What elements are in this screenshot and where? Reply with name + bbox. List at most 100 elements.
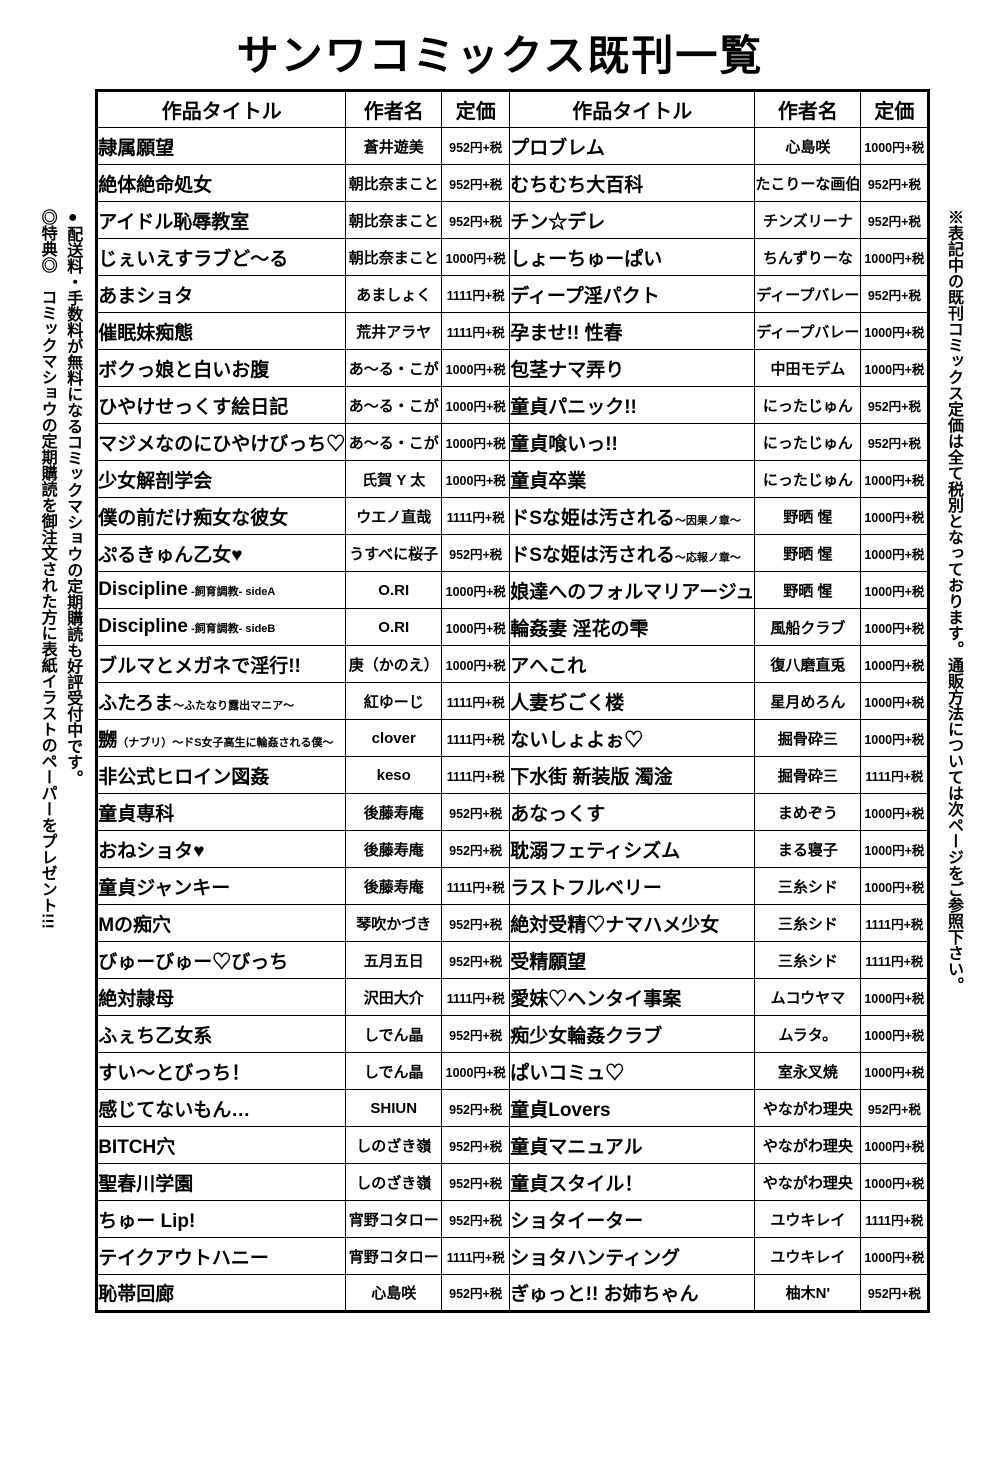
cell-price: 1000円+税 — [861, 128, 929, 165]
cell-title: 童貞喰いっ!! — [510, 424, 755, 461]
table-row: Mの痴穴琴吹かづき952円+税絶対受精♡ナマハメ少女三糸シド1111円+税 — [97, 905, 929, 942]
table-body: 隷属願望蒼井遊美952円+税プロブレム心島咲1000円+税絶体絶命処女朝比奈まこ… — [97, 128, 929, 1312]
cell-price: 1000円+税 — [861, 1053, 929, 1090]
cell-price: 1000円+税 — [442, 424, 510, 461]
cell-author: たこりーな画伯 — [755, 165, 861, 202]
cell-author: ムラタ。 — [755, 1016, 861, 1053]
cell-author: 蒼井遊美 — [346, 128, 442, 165]
cell-author: 後藤寿庵 — [346, 868, 442, 905]
cell-title: ないしょよぉ♡ — [510, 720, 755, 757]
cell-title: 嬲（ナブリ）～ドS女子高生に輪姦される僕～ — [97, 720, 346, 757]
cell-price: 1000円+税 — [442, 350, 510, 387]
cell-title: 娘達へのフォルマリアージュ — [510, 572, 755, 609]
title-main: ショタハンティング — [510, 1248, 680, 1269]
title-main: ないしょよぉ♡ — [510, 730, 643, 751]
cell-price: 952円+税 — [442, 1201, 510, 1238]
cell-author: しのざき嶺 — [346, 1127, 442, 1164]
title-main: ボクっ娘と白いお腹 — [98, 360, 269, 381]
cell-author: 宵野コタロー — [346, 1201, 442, 1238]
table-row: ブルマとメガネで淫行!!庚（かのえ）1000円+税アへこれ復八磨直兎1000円+… — [97, 646, 929, 683]
title-sub: -飼育調教- sideB — [188, 623, 275, 635]
cell-title: ひやけせっくす絵日記 — [97, 387, 346, 424]
title-main: ドSな姫は汚される — [510, 545, 675, 566]
title-main: 絶対受精♡ナマハメ少女 — [510, 915, 719, 936]
cell-author: 三糸シド — [755, 942, 861, 979]
cell-author: 琴吹かづき — [346, 905, 442, 942]
cell-title: びゅーびゅー♡びっち — [97, 942, 346, 979]
cell-author: やながわ理央 — [755, 1090, 861, 1127]
cell-author: 朝比奈まこと — [346, 239, 442, 276]
cell-price: 1000円+税 — [861, 831, 929, 868]
cell-title: 催眠妹痴態 — [97, 313, 346, 350]
title-main: 童貞ジャンキー — [98, 878, 230, 899]
title-main: じぇいえすラブど～る — [98, 249, 288, 270]
cell-title: ぷるきゅん乙女♥ — [97, 535, 346, 572]
table-row: すい～とびっち！しでん晶1000円+税ぱいコミュ♡室永叉焼1000円+税 — [97, 1053, 929, 1090]
cell-title: ラストフルベリー — [510, 868, 755, 905]
title-main: 僕の前だけ痴女な彼女 — [98, 508, 288, 529]
cell-title: あまショタ — [97, 276, 346, 313]
table-row: Discipline -飼育調教- sideAO.RI1000円+税娘達へのフォ… — [97, 572, 929, 609]
cell-author: 中田モデム — [755, 350, 861, 387]
cell-title: 恥帯回廊 — [97, 1275, 346, 1312]
cell-title: 童貞卒業 — [510, 461, 755, 498]
cell-author: 三糸シド — [755, 868, 861, 905]
side-left-line1: ●配送料・手数料が無料になるコミックマショウの定期購読も好評受付中です。 — [60, 209, 86, 929]
title-main: ふぇち乙女系 — [98, 1026, 212, 1047]
cell-price: 1111円+税 — [442, 720, 510, 757]
cell-title: 童貞専科 — [97, 794, 346, 831]
cell-author: にったじゅん — [755, 461, 861, 498]
cell-title: プロブレム — [510, 128, 755, 165]
cell-title: ドSな姫は汚される～応報ノ章～ — [510, 535, 755, 572]
cell-price: 952円+税 — [442, 1016, 510, 1053]
cell-title: ぎゅっと!! お姉ちゃん — [510, 1275, 755, 1312]
cell-author: 星月めろん — [755, 683, 861, 720]
table-row: 催眠妹痴態荒井アラヤ1111円+税孕ませ!! 性春ディープバレー1000円+税 — [97, 313, 929, 350]
side-left-line2: ◎特典◎ コミックマショウの定期購読を御注文された方に表紙イラストのペーパーをプ… — [34, 209, 60, 929]
cell-author: ユウキレイ — [755, 1201, 861, 1238]
table-header-row: 作品タイトル 作者名 定価 作品タイトル 作者名 定価 — [97, 91, 929, 128]
cell-price: 952円+税 — [861, 202, 929, 239]
table-row: 少女解剖学会氏賀 Y 太1000円+税童貞卒業にったじゅん1000円+税 — [97, 461, 929, 498]
title-main: むちむち大百科 — [510, 175, 643, 196]
title-main: 恥帯回廊 — [98, 1284, 174, 1305]
cell-price: 1111円+税 — [442, 979, 510, 1016]
title-main: 包茎ナマ弄り — [510, 360, 624, 381]
table-row: 感じてないもん…SHIUN952円+税童貞Loversやながわ理央952円+税 — [97, 1090, 929, 1127]
cell-title: 童貞スタイル！ — [510, 1164, 755, 1201]
cell-author: あ～る・こが — [346, 424, 442, 461]
cell-author: keso — [346, 757, 442, 794]
table-row: ちゅー Lip!宵野コタロー952円+税ショタイーターユウキレイ1111円+税 — [97, 1201, 929, 1238]
col-header-author-left: 作者名 — [346, 91, 442, 128]
cell-price: 952円+税 — [442, 535, 510, 572]
title-main: アへこれ — [510, 656, 586, 677]
cell-title: すい～とびっち！ — [97, 1053, 346, 1090]
cell-price: 1000円+税 — [861, 1238, 929, 1275]
cell-price: 952円+税 — [442, 128, 510, 165]
table-row: 僕の前だけ痴女な彼女ウエノ直哉1111円+税ドSな姫は汚される～因果ノ章～野晒 … — [97, 498, 929, 535]
cell-price: 1000円+税 — [861, 350, 929, 387]
cell-author: 氏賀 Y 太 — [346, 461, 442, 498]
table-row: ひやけせっくす絵日記あ～る・こが1000円+税童貞パニック!!にったじゅん952… — [97, 387, 929, 424]
cell-author: ユウキレイ — [755, 1238, 861, 1275]
title-main: 人妻ぢごく楼 — [510, 693, 624, 714]
cell-title: 童貞マニュアル — [510, 1127, 755, 1164]
title-main: ショタイーター — [510, 1211, 643, 1232]
title-main: ぷるきゅん乙女♥ — [98, 545, 242, 566]
title-main: あなっくす — [510, 804, 605, 825]
title-main: ラストフルベリー — [510, 878, 662, 899]
cell-author: SHIUN — [346, 1090, 442, 1127]
cell-author: ムコウヤマ — [755, 979, 861, 1016]
cell-title: 人妻ぢごく楼 — [510, 683, 755, 720]
cell-title: テイクアウトハニー — [97, 1238, 346, 1275]
title-main: チン☆デレ — [510, 212, 605, 233]
cell-price: 952円+税 — [861, 276, 929, 313]
title-main: 少女解剖学会 — [98, 471, 212, 492]
cell-author: 野晒 惺 — [755, 572, 861, 609]
table-row: 非公式ヒロイン図姦keso1111円+税下水街 新装版 濁淦掘骨砕三1111円+… — [97, 757, 929, 794]
cell-author: しでん晶 — [346, 1016, 442, 1053]
cell-price: 1111円+税 — [442, 313, 510, 350]
cell-title: ディープ淫パクト — [510, 276, 755, 313]
title-main: ちゅー Lip! — [98, 1211, 195, 1232]
cell-price: 1111円+税 — [442, 868, 510, 905]
